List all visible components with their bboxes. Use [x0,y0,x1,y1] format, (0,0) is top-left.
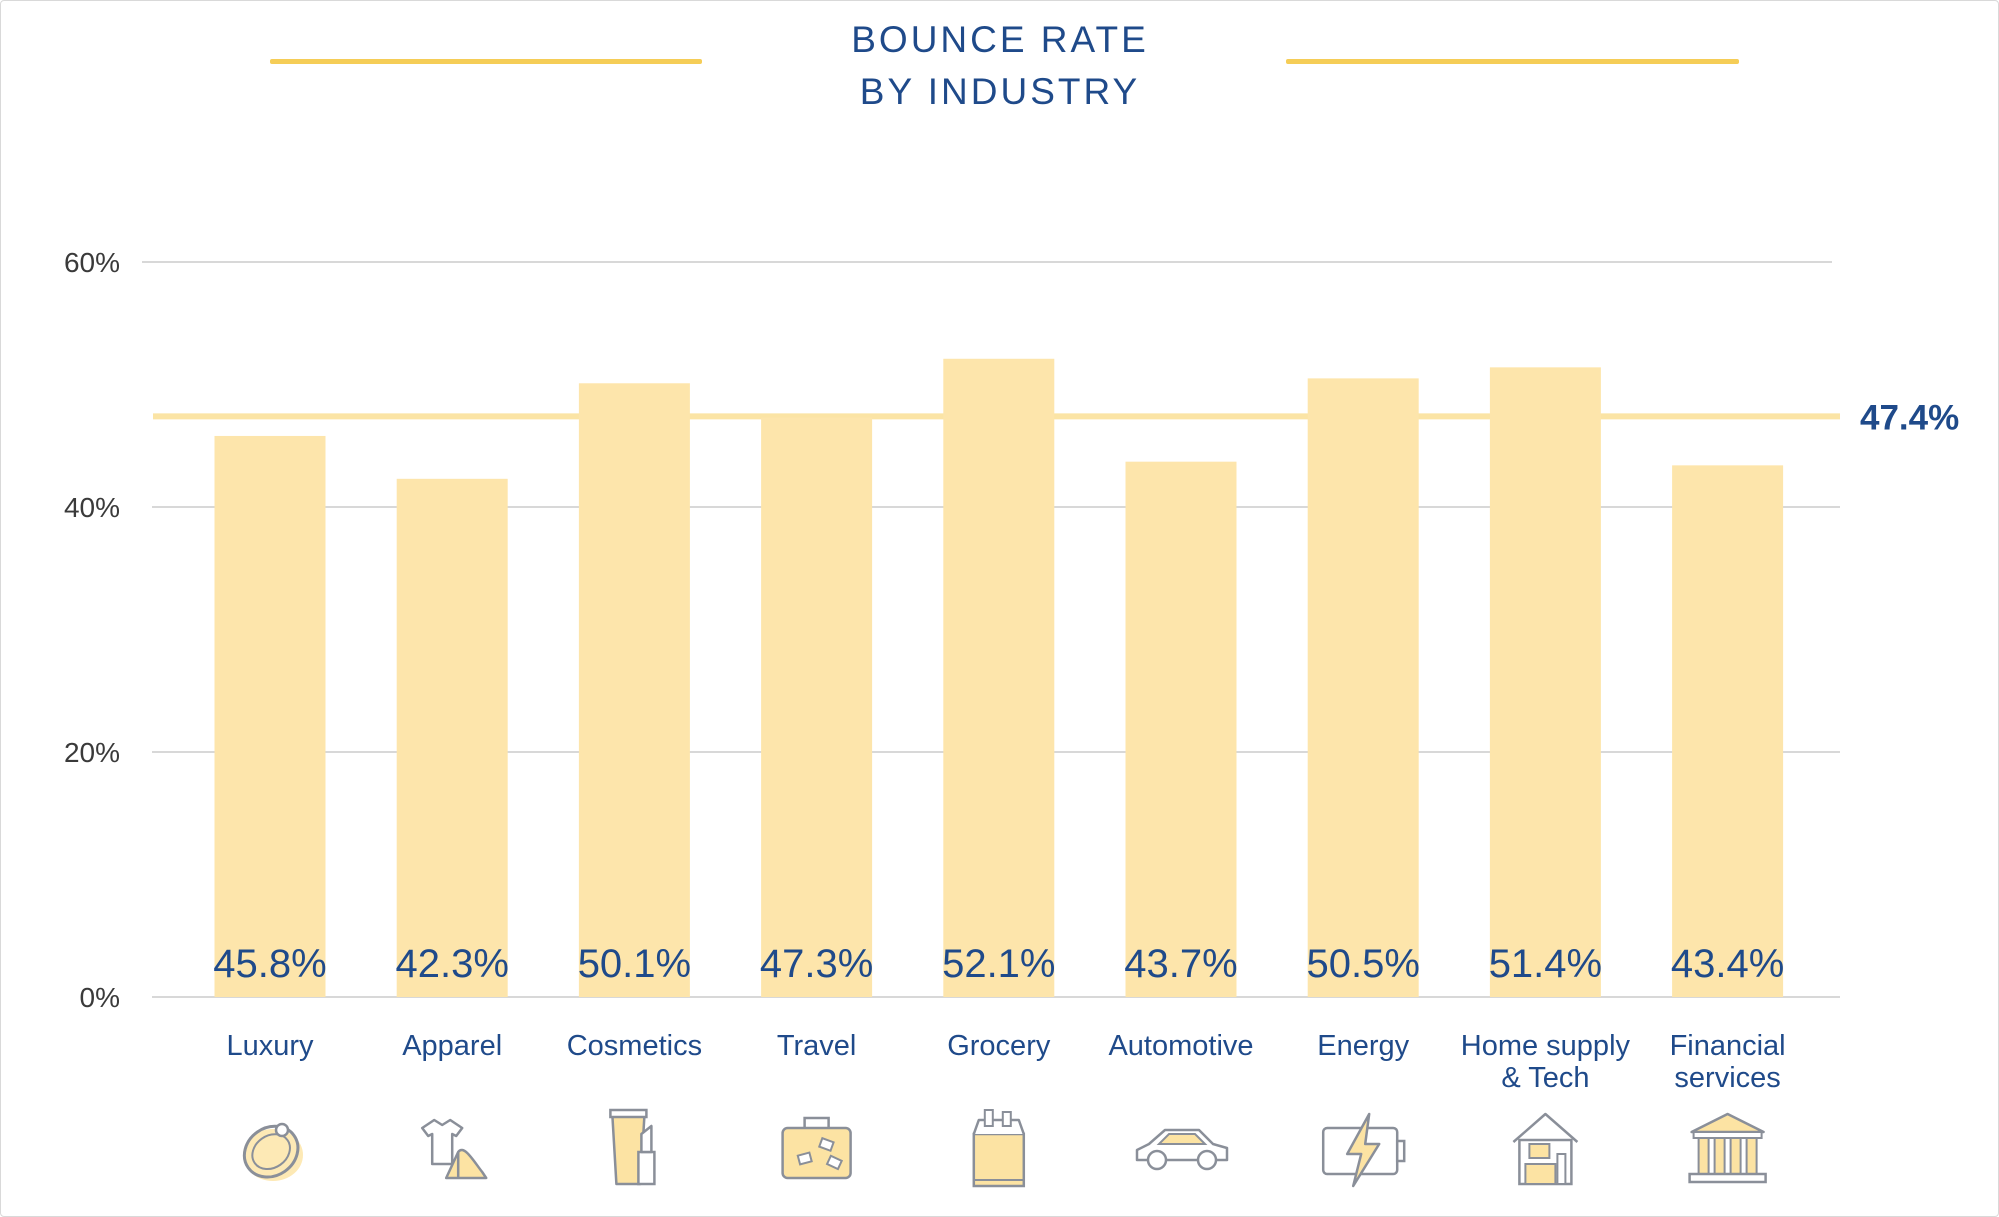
bar-7 [1489,367,1601,998]
category-label-5: Automotive [1108,1030,1253,1062]
car-icon [1135,1128,1229,1171]
bank-icon [1688,1112,1767,1184]
suitcase-icon [781,1116,852,1180]
data-label-7: 51.4% [1489,942,1602,986]
data-label-2: 50.1% [578,942,691,986]
ring-icon [242,1122,303,1181]
bar-2 [578,383,690,997]
bar-5 [1125,461,1237,997]
data-label-4: 52.1% [942,942,1055,986]
category-label-3: Travel [777,1030,857,1062]
bar-3 [761,417,873,997]
category-label-6: Energy [1317,1030,1409,1062]
category-label-4: Grocery [947,1030,1051,1062]
title-decoration-left [270,59,702,64]
bar-1 [396,478,508,997]
chart-title-line-1: BOUNCE RATE [851,19,1149,60]
bars [214,358,1784,998]
average-label: 47.4% [1860,398,1959,437]
y-tick-label: 40% [64,492,120,523]
data-label-8: 43.4% [1671,942,1784,986]
data-label-3: 47.3% [760,942,873,986]
category-label-2: Cosmetics [567,1030,702,1062]
lipstick-icon [609,1108,656,1186]
chart-title: BOUNCE RATE BY INDUSTRY [750,14,1250,118]
category-label-1: Apparel [402,1030,502,1062]
category-label-7: Home supply & Tech [1461,1030,1631,1094]
labels: 0% 20% 40% 60% 47.4% 45.8% Luxury 42.3% Apparel 5… [64,247,1959,1094]
data-label-0: 45.8% [213,942,326,986]
category-icons [242,1108,1767,1188]
chart-title-line-2: BY INDUSTRY [859,71,1141,112]
shirt-and-heel-icon [420,1118,488,1180]
y-tick-label: 60% [64,247,120,278]
y-tick-label: 0% [80,982,120,1013]
bar-8 [1672,465,1784,998]
category-label-0: Luxury [226,1030,314,1062]
battery-bolt-icon [1321,1112,1406,1188]
category-label-8: Financial services [1670,1030,1786,1094]
bar-4 [943,358,1055,997]
y-tick-label: 20% [64,737,120,768]
title-decoration-right [1286,59,1739,64]
data-label-1: 42.3% [395,942,508,986]
data-label-5: 43.7% [1124,942,1237,986]
bar-6 [1307,378,1419,997]
bar-0 [214,435,326,997]
data-label-6: 50.5% [1306,942,1419,986]
home-tech-icon [1512,1112,1579,1186]
grocery-bag-icon [972,1109,1026,1188]
